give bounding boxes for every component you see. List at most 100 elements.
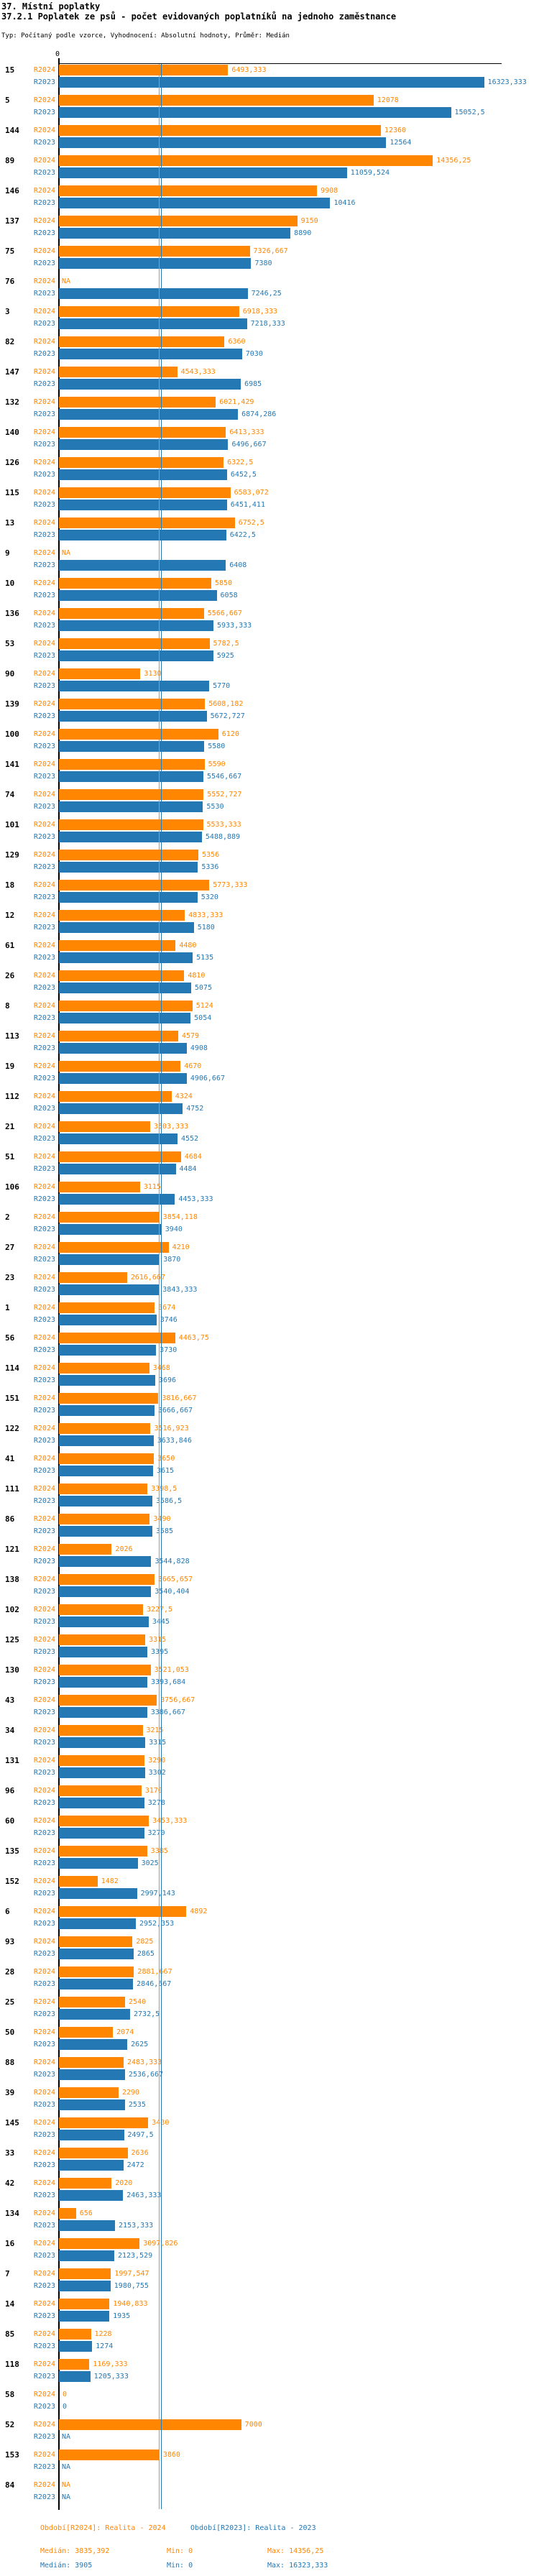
series-label-r2024: R2024 — [33, 1847, 55, 1855]
value-bar-r2024 — [59, 487, 231, 498]
value-bar-r2024 — [59, 789, 204, 800]
series-label-r2024: R2024 — [33, 1606, 55, 1614]
value-label-r2023: 7246,25 — [251, 290, 282, 298]
value-label-r2024: NA — [62, 549, 71, 557]
value-label-r2023: 3696 — [158, 1376, 177, 1384]
value-bar-r2024 — [59, 1484, 148, 1494]
value-label-r2024: 3665,657 — [157, 1576, 193, 1583]
value-label-r2023: 3730 — [160, 1346, 178, 1354]
value-label-r2024: NA — [62, 277, 71, 285]
value-label-r2024: 4543,333 — [180, 368, 216, 376]
value-label-r2024: 656 — [79, 2209, 93, 2217]
x-axis-zero-label: 0 — [55, 50, 60, 58]
value-label-r2024: 1169,333 — [93, 2360, 128, 2368]
value-label-r2024: 4810 — [188, 972, 206, 980]
value-label-r2023: 3270 — [147, 1829, 165, 1837]
series-label-r2023: R2023 — [33, 1316, 55, 1324]
category-label: 16 — [5, 2239, 15, 2248]
value-bar-r2023 — [59, 2341, 93, 2352]
value-bar-r2023 — [59, 1194, 175, 1205]
series-label-r2023: R2023 — [33, 1678, 55, 1686]
value-label-r2024: 3130 — [144, 670, 162, 678]
value-bar-r2024 — [59, 336, 225, 347]
value-bar-r2024 — [59, 1665, 151, 1675]
value-bar-r2023 — [59, 1586, 152, 1597]
value-label-r2023: 6874,286 — [241, 410, 277, 418]
series-label-r2024: R2024 — [33, 1968, 55, 1976]
value-bar-r2023 — [59, 107, 451, 118]
series-label-r2024: R2024 — [33, 2209, 55, 2217]
value-label-r2024: 5552,727 — [207, 791, 242, 799]
value-label-r2024: 1940,833 — [113, 2300, 148, 2308]
value-label-r2024: 2483,333 — [126, 2058, 162, 2066]
series-label-r2024: R2024 — [33, 1062, 55, 1070]
series-label-r2023: R2023 — [33, 290, 55, 298]
value-label-r2023: 2472 — [126, 2161, 144, 2169]
series-label-r2024: R2024 — [33, 1757, 55, 1765]
category-label: 51 — [5, 1152, 15, 1162]
value-label-r2024: 3170 — [144, 1787, 162, 1795]
series-label-r2024: R2024 — [33, 821, 55, 829]
value-label-r2024: 5124 — [195, 1002, 213, 1010]
value-bar-r2024 — [59, 1453, 155, 1464]
value-label-r2023: 2153,333 — [119, 2222, 154, 2230]
value-label-r2024: 3490 — [153, 1515, 171, 1523]
value-label-r2024: 3816,667 — [162, 1394, 197, 1402]
category-label: 137 — [5, 216, 19, 226]
value-bar-r2023 — [59, 801, 203, 812]
category-label: 56 — [5, 1333, 15, 1343]
series-label-r2024: R2024 — [33, 96, 55, 104]
category-label: 100 — [5, 730, 19, 739]
value-bar-r2023 — [59, 1466, 153, 1476]
value-label-r2023: 3843,333 — [162, 1286, 198, 1294]
category-label: 74 — [5, 790, 15, 799]
series-label-r2024: R2024 — [33, 2360, 55, 2368]
value-bar-r2023 — [59, 560, 226, 571]
value-bar-r2024 — [59, 638, 210, 649]
series-label-r2024: R2024 — [33, 2421, 55, 2429]
series-label-r2024: R2024 — [33, 1455, 55, 1463]
value-label-r2023: 5530 — [206, 803, 224, 811]
value-label-r2024: 4463,75 — [178, 1334, 209, 1342]
value-label-r2023: 16323,333 — [487, 78, 527, 86]
series-label-r2024: R2024 — [33, 640, 55, 648]
series-label-r2024: R2024 — [33, 126, 55, 134]
series-label-r2024: R2024 — [33, 1545, 55, 1553]
value-label-r2023: 4908 — [190, 1044, 208, 1052]
value-bar-r2023 — [59, 892, 198, 903]
value-bar-r2024 — [59, 2450, 160, 2460]
series-label-r2023: R2023 — [33, 954, 55, 962]
value-label-r2023: 11059,524 — [350, 169, 390, 177]
value-bar-r2024 — [59, 1695, 157, 1706]
value-label-r2024: 4670 — [184, 1062, 202, 1070]
series-label-r2024: R2024 — [33, 1726, 55, 1734]
value-bar-r2023 — [59, 2009, 131, 2020]
value-bar-r2023 — [59, 1435, 154, 1446]
value-bar-r2023 — [59, 1707, 147, 1718]
value-label-r2024: 1482 — [101, 1877, 119, 1885]
value-bar-r2023 — [59, 530, 226, 540]
category-label: 41 — [5, 1454, 15, 1463]
value-label-r2023: 3386,667 — [150, 1708, 185, 1716]
series-label-r2023: R2023 — [33, 803, 55, 811]
value-label-r2024: 3215 — [146, 1726, 164, 1734]
series-label-r2023: R2023 — [33, 1407, 55, 1414]
value-bar-r2023 — [59, 1013, 191, 1024]
series-label-r2024: R2024 — [33, 1877, 55, 1885]
value-bar-r2023 — [59, 1737, 146, 1748]
value-bar-r2023 — [59, 228, 291, 239]
value-bar-r2024 — [59, 1755, 145, 1766]
category-label: 3 — [5, 307, 10, 316]
series-label-r2023: R2023 — [33, 2010, 55, 2018]
category-label: 58 — [5, 2390, 15, 2399]
series-label-r2023: R2023 — [33, 259, 55, 267]
value-label-r2023: 2463,333 — [126, 2191, 162, 2199]
value-bar-r2024 — [59, 306, 239, 317]
category-label: 14 — [5, 2299, 15, 2309]
series-label-r2023: R2023 — [33, 682, 55, 690]
value-label-r2023: 1274 — [96, 2342, 114, 2350]
series-label-r2024: R2024 — [33, 2179, 55, 2187]
series-label-r2024: R2024 — [33, 1274, 55, 1282]
category-label: 122 — [5, 1424, 19, 1433]
value-bar-r2023 — [59, 1949, 134, 1959]
